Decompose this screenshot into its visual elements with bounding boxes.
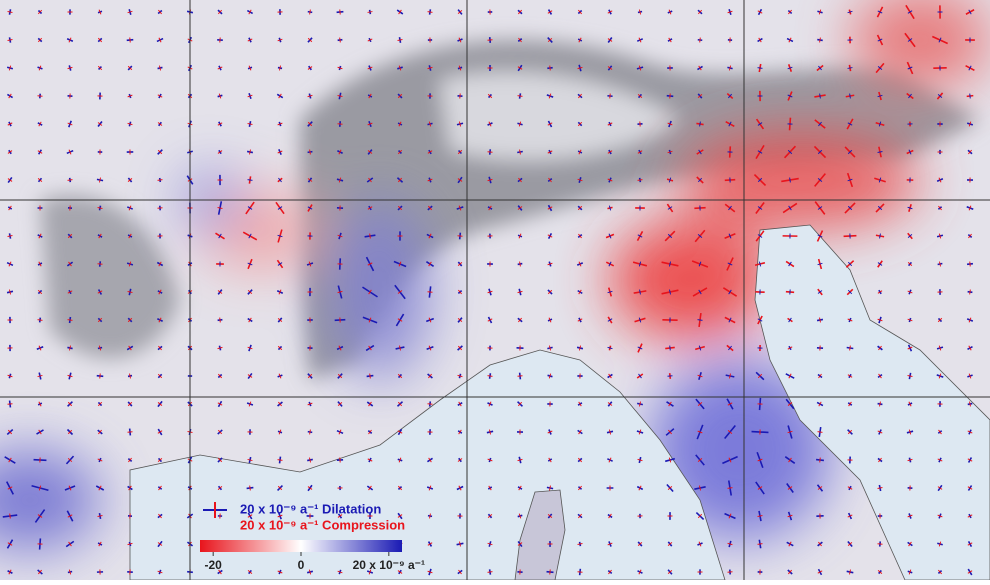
colorbar-tick-label: 0 xyxy=(298,558,305,572)
blue-zone xyxy=(330,200,430,380)
strain-arrow xyxy=(518,376,523,377)
strain-arrow xyxy=(38,320,43,321)
strain-arrow xyxy=(668,376,673,377)
colorbar-tick-label: -20 xyxy=(205,558,223,572)
strain-arrow xyxy=(8,404,13,405)
strain-arrow xyxy=(340,38,341,43)
strain-arrow xyxy=(700,38,701,43)
strain-arrow xyxy=(820,458,821,463)
strain-arrow xyxy=(670,346,671,351)
red-zone xyxy=(610,220,770,340)
red-zone xyxy=(680,130,920,230)
legend-dilatation: 20 x 10⁻⁹ a⁻¹ Dilatation xyxy=(240,501,381,516)
legend-compression: 20 x 10⁻⁹ a⁻¹ Compression xyxy=(240,517,405,532)
strain-arrow xyxy=(610,94,611,99)
strain-arrow xyxy=(578,572,583,573)
strain-arrow xyxy=(428,292,433,293)
strain-arrow xyxy=(488,152,493,153)
strain-arrow xyxy=(220,318,221,323)
strain-arrow xyxy=(818,432,823,433)
colorbar-tick-label: 20 x 10⁻⁹ a⁻¹ xyxy=(353,558,425,572)
strain-arrow xyxy=(250,486,251,491)
strain-arrow xyxy=(370,234,371,239)
strain-arrow xyxy=(698,320,703,321)
strain-arrow xyxy=(68,320,73,321)
strain-arrow xyxy=(370,374,371,379)
strain-arrow xyxy=(970,94,971,99)
colorbar xyxy=(200,540,402,552)
strain-arrow xyxy=(10,514,11,519)
strain-arrow xyxy=(98,264,103,265)
strain-arrow xyxy=(428,404,433,405)
strain-arrow xyxy=(970,262,971,267)
strain-arrow xyxy=(550,66,551,71)
strain-arrow xyxy=(278,460,283,461)
